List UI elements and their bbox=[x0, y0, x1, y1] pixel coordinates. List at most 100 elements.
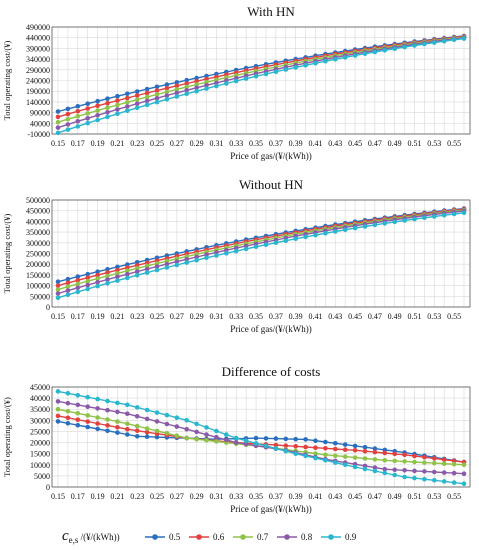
data-point-0.9 bbox=[134, 272, 140, 278]
legend-title-main: c bbox=[62, 528, 69, 544]
data-point-0.7 bbox=[55, 406, 61, 412]
data-point-0.7 bbox=[55, 119, 61, 125]
data-point-0.6 bbox=[352, 448, 358, 453]
data-point-0.9 bbox=[323, 231, 328, 236]
x-tick-label: 0.21 bbox=[110, 492, 124, 501]
data-point-0.5 bbox=[55, 419, 61, 424]
data-point-0.9 bbox=[263, 71, 269, 77]
data-point-0.8 bbox=[115, 274, 120, 280]
data-point-0.5 bbox=[184, 77, 189, 83]
data-point-0.9 bbox=[382, 221, 388, 226]
x-tick-label: 0.47 bbox=[368, 312, 382, 321]
data-point-0.8 bbox=[174, 424, 180, 429]
series-line-0.9 bbox=[57, 212, 465, 299]
data-point-0.7 bbox=[154, 92, 160, 97]
data-point-0.7 bbox=[204, 438, 209, 443]
data-point-0.5 bbox=[263, 436, 269, 441]
data-point-0.6 bbox=[422, 454, 427, 460]
data-point-0.7 bbox=[184, 84, 189, 90]
x-tick-label: 0.45 bbox=[348, 312, 362, 321]
x-tick-label: 0.39 bbox=[289, 492, 303, 501]
data-point-0.6 bbox=[85, 419, 90, 424]
data-point-0.5 bbox=[144, 86, 150, 92]
data-point-0.8 bbox=[85, 116, 90, 121]
data-point-0.9 bbox=[392, 219, 398, 225]
data-point-0.8 bbox=[441, 470, 447, 475]
data-point-0.5 bbox=[342, 442, 348, 447]
data-point-0.5 bbox=[105, 267, 110, 272]
data-point-0.9 bbox=[154, 410, 160, 415]
data-point-0.9 bbox=[412, 216, 417, 222]
legend-label: 0.9 bbox=[345, 532, 357, 542]
data-point-0.5 bbox=[283, 436, 289, 442]
y-tick-label: 490000 bbox=[26, 23, 50, 32]
data-point-0.8 bbox=[164, 261, 170, 267]
data-point-0.6 bbox=[95, 421, 100, 426]
y-tick-label: 35000 bbox=[30, 405, 50, 414]
data-point-0.9 bbox=[214, 428, 219, 434]
x-tick-label: 0.43 bbox=[328, 492, 342, 501]
data-point-0.9 bbox=[422, 41, 427, 47]
x-tick-label: 0.39 bbox=[289, 312, 303, 321]
data-point-0.9 bbox=[95, 396, 100, 402]
x-tick-label: 0.35 bbox=[249, 139, 263, 148]
data-point-0.9 bbox=[164, 265, 170, 270]
data-point-0.7 bbox=[194, 436, 199, 442]
data-point-0.6 bbox=[105, 270, 110, 275]
data-point-0.6 bbox=[134, 93, 140, 98]
data-point-0.9 bbox=[263, 242, 269, 247]
x-tick-label: 0.29 bbox=[190, 492, 204, 501]
data-point-0.6 bbox=[342, 447, 348, 453]
data-point-0.9 bbox=[362, 466, 368, 472]
data-point-0.9 bbox=[233, 248, 239, 254]
legend-title: ce,s /(¥/(kWh)) bbox=[62, 528, 120, 545]
data-point-0.9 bbox=[194, 421, 199, 427]
data-point-0.8 bbox=[204, 432, 209, 437]
data-point-0.9 bbox=[451, 37, 457, 43]
data-point-0.9 bbox=[333, 460, 338, 465]
x-tick-label: 0.45 bbox=[348, 492, 362, 501]
data-point-0.9 bbox=[461, 210, 467, 216]
data-point-0.9 bbox=[402, 218, 407, 223]
y-tick-label: 190000 bbox=[26, 87, 50, 96]
data-point-0.9 bbox=[233, 78, 239, 84]
data-point-0.7 bbox=[323, 452, 328, 458]
legend-marker-0.5 bbox=[152, 534, 158, 540]
data-point-0.5 bbox=[65, 421, 71, 426]
data-point-0.6 bbox=[164, 85, 170, 91]
data-point-0.5 bbox=[154, 84, 160, 90]
data-point-0.8 bbox=[184, 257, 189, 262]
data-point-0.9 bbox=[243, 76, 249, 81]
data-point-0.8 bbox=[95, 279, 100, 285]
legend-label: 0.6 bbox=[213, 532, 225, 542]
data-point-0.9 bbox=[184, 418, 189, 423]
legend-marker-0.6 bbox=[196, 534, 202, 540]
x-tick-label: 0.25 bbox=[150, 492, 164, 501]
x-tick-label: 0.21 bbox=[110, 312, 124, 321]
data-point-0.6 bbox=[65, 111, 71, 117]
y-tick-label: 450000 bbox=[26, 207, 50, 216]
legend-label: 0.7 bbox=[257, 532, 269, 542]
data-point-0.5 bbox=[333, 441, 338, 446]
y-tick-label: 50000 bbox=[30, 292, 50, 301]
data-point-0.7 bbox=[451, 461, 457, 467]
data-point-0.9 bbox=[441, 38, 447, 44]
data-point-0.9 bbox=[422, 476, 427, 482]
data-point-0.8 bbox=[164, 421, 170, 427]
data-point-0.8 bbox=[422, 469, 427, 474]
data-point-0.6 bbox=[441, 457, 447, 463]
data-point-0.9 bbox=[75, 393, 81, 398]
y-axis-label: Total operating cost/(¥) bbox=[2, 214, 12, 294]
data-point-0.5 bbox=[253, 435, 259, 441]
data-point-0.9 bbox=[451, 480, 457, 485]
data-point-0.7 bbox=[214, 439, 219, 444]
data-point-0.7 bbox=[461, 462, 467, 468]
x-tick-label: 0.23 bbox=[130, 139, 144, 148]
data-point-0.9 bbox=[204, 255, 209, 261]
x-tick-label: 0.35 bbox=[249, 492, 263, 501]
x-tick-label: 0.47 bbox=[368, 492, 382, 501]
data-point-0.9 bbox=[323, 58, 328, 64]
y-axis-label: Total operating cost/(¥) bbox=[2, 397, 12, 477]
data-point-0.9 bbox=[65, 292, 71, 298]
data-point-0.9 bbox=[352, 464, 358, 470]
